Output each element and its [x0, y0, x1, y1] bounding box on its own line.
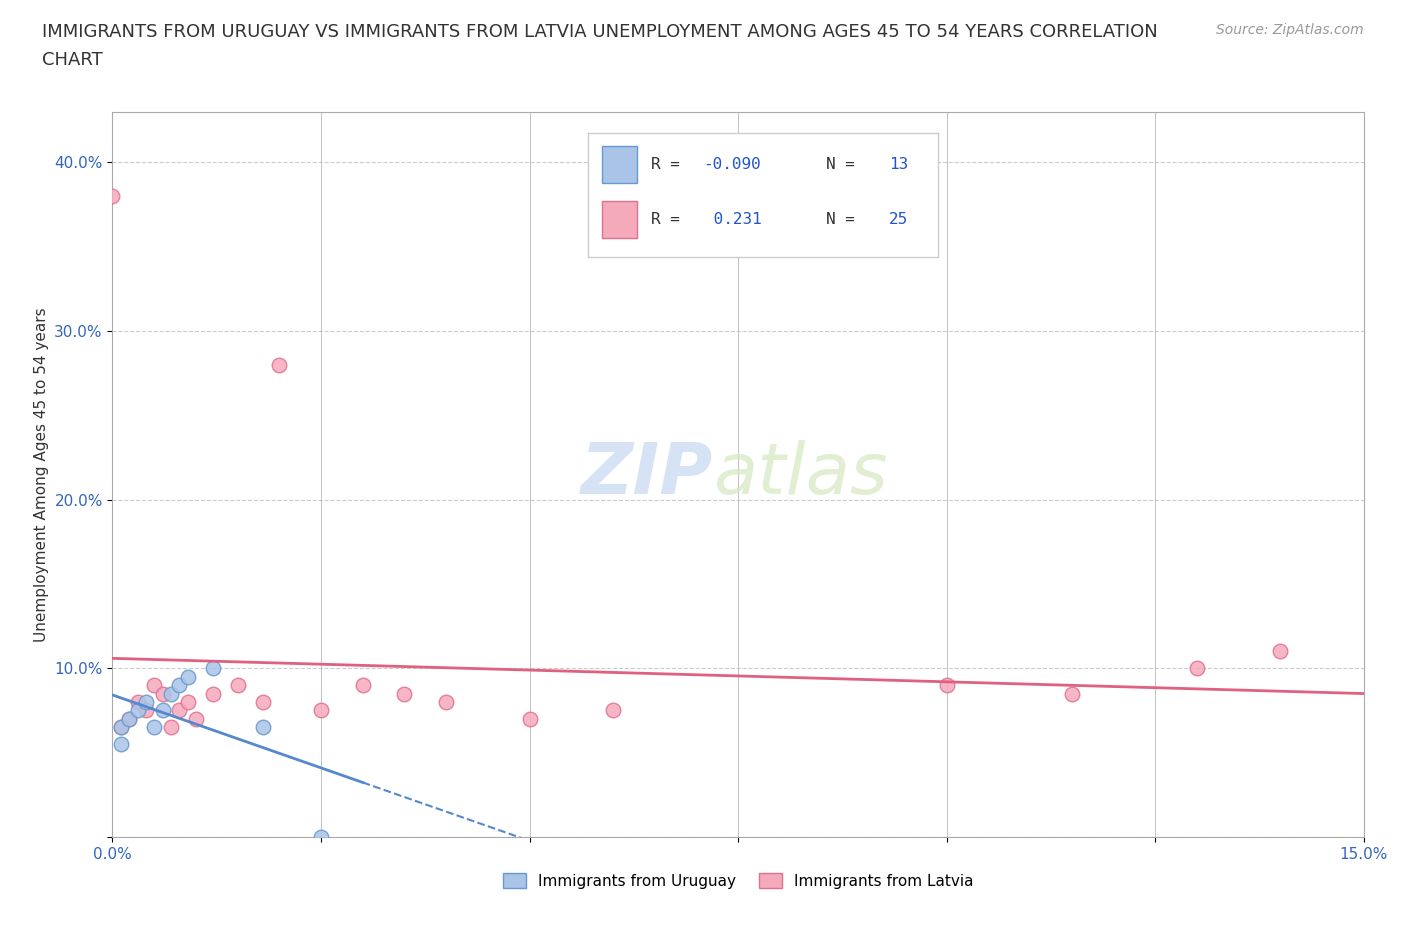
Point — [127, 703, 149, 718]
Point — [252, 695, 274, 710]
Point — [184, 711, 207, 726]
Point — [602, 703, 624, 718]
Point — [143, 720, 166, 735]
Point — [167, 703, 190, 718]
Point — [226, 678, 249, 693]
Point — [1185, 661, 1208, 676]
Text: atlas: atlas — [713, 440, 887, 509]
Point — [101, 189, 124, 204]
Legend: Immigrants from Uruguay, Immigrants from Latvia: Immigrants from Uruguay, Immigrants from… — [496, 867, 980, 895]
Point — [118, 711, 141, 726]
Point — [519, 711, 541, 726]
Text: CHART: CHART — [42, 51, 103, 69]
Point — [1270, 644, 1292, 658]
Point — [167, 678, 190, 693]
Point — [201, 686, 224, 701]
Point — [935, 678, 957, 693]
Point — [110, 720, 132, 735]
Point — [110, 720, 132, 735]
Point — [176, 670, 198, 684]
Point — [152, 686, 174, 701]
Text: IMMIGRANTS FROM URUGUAY VS IMMIGRANTS FROM LATVIA UNEMPLOYMENT AMONG AGES 45 TO : IMMIGRANTS FROM URUGUAY VS IMMIGRANTS FR… — [42, 23, 1159, 41]
Point — [309, 830, 332, 844]
Y-axis label: Unemployment Among Ages 45 to 54 years: Unemployment Among Ages 45 to 54 years — [34, 307, 49, 642]
Point — [309, 703, 332, 718]
Point — [176, 695, 198, 710]
Point — [352, 678, 374, 693]
Point — [252, 720, 274, 735]
Point — [394, 686, 416, 701]
Text: Source: ZipAtlas.com: Source: ZipAtlas.com — [1216, 23, 1364, 37]
Point — [127, 695, 149, 710]
Point — [143, 678, 166, 693]
Point — [1060, 686, 1083, 701]
Point — [160, 720, 183, 735]
Point — [152, 703, 174, 718]
Point — [135, 703, 157, 718]
Point — [135, 695, 157, 710]
Point — [160, 686, 183, 701]
Point — [110, 737, 132, 751]
Text: ZIP: ZIP — [581, 440, 713, 509]
Point — [118, 711, 141, 726]
Point — [269, 357, 291, 372]
Point — [434, 695, 457, 710]
Point — [201, 661, 224, 676]
